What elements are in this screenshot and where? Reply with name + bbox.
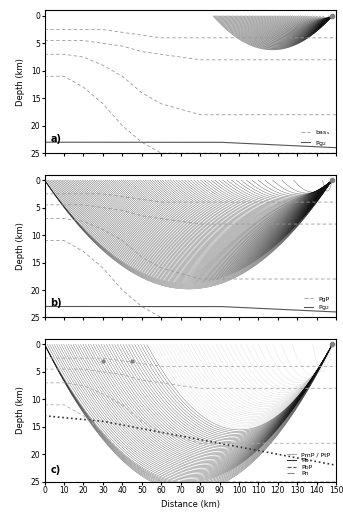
Text: c): c) [50, 465, 61, 475]
Text: b): b) [50, 298, 62, 308]
Y-axis label: Depth (km): Depth (km) [16, 58, 25, 106]
Text: a): a) [50, 134, 61, 144]
Legend: PgP, Pg$_2$: PgP, Pg$_2$ [301, 294, 333, 314]
X-axis label: Distance (km): Distance (km) [161, 500, 220, 510]
Y-axis label: Depth (km): Depth (km) [16, 386, 25, 434]
Legend: bas$_s$, Pg$_2$: bas$_s$, Pg$_2$ [298, 126, 333, 150]
Legend: PmP / PtP, Pb, PbP, Pn: PmP / PtP, Pb, PbP, Pn [284, 449, 333, 479]
Y-axis label: Depth (km): Depth (km) [16, 222, 25, 270]
